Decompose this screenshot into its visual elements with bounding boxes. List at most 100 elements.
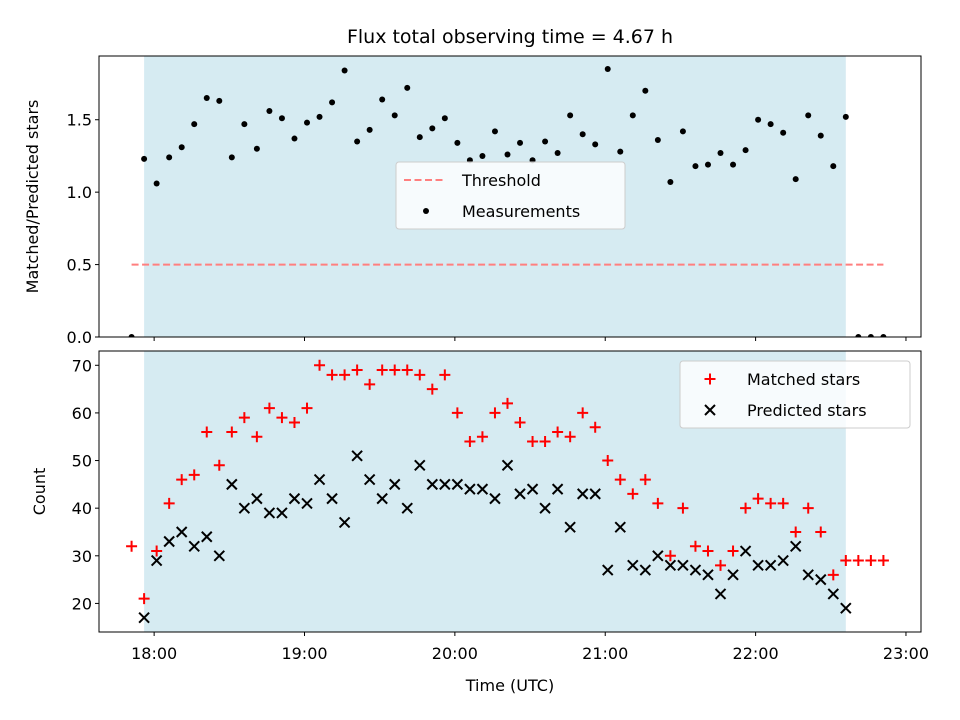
measurement-point <box>692 163 699 170</box>
matched-stars-point <box>276 412 288 424</box>
matched-stars-point <box>664 550 676 562</box>
matched-stars-point <box>702 545 714 557</box>
measurement-point <box>579 131 586 138</box>
measurement-point <box>416 134 423 141</box>
measurement-point <box>805 112 812 119</box>
top-series-measurements <box>128 66 887 337</box>
matched-stars-point <box>314 359 326 371</box>
measurement-point <box>817 132 824 139</box>
legend-measurements-swatch <box>423 208 429 214</box>
bottom-axes-frame <box>98 350 922 633</box>
predicted-stars-point <box>639 564 652 576</box>
measurement-point <box>341 67 348 74</box>
y-tick-label: 50 <box>72 452 92 471</box>
matched-stars-point <box>263 402 275 414</box>
matched-stars-point <box>752 493 764 505</box>
measurement-point <box>491 128 498 135</box>
measurement-point <box>379 96 386 103</box>
y-tick-label: 20 <box>72 594 92 613</box>
matched-stars-point <box>802 502 814 514</box>
predicted-stars-point <box>602 564 614 576</box>
matched-stars-point <box>126 540 138 552</box>
predicted-stars-point <box>677 559 689 572</box>
measurement-point <box>366 126 373 133</box>
matched-stars-point <box>138 593 150 605</box>
measurement-point <box>404 84 411 91</box>
matched-stars-point <box>740 502 752 514</box>
predicted-stars-point <box>627 559 639 572</box>
predicted-stars-point <box>664 559 677 572</box>
matched-stars-point <box>589 421 601 433</box>
matched-stars-point <box>188 469 200 481</box>
measurement-point <box>830 163 837 170</box>
matched-stars-point <box>489 407 501 419</box>
predicted-stars-point <box>714 588 727 600</box>
bottom-plot-area <box>126 359 889 624</box>
bottom-series-predicted-stars <box>138 450 852 624</box>
measurement-point <box>654 137 661 144</box>
y-tick-label: 1.0 <box>67 183 92 202</box>
measurement-point <box>717 150 724 157</box>
predicted-stars-point <box>288 492 301 505</box>
predicted-stars-point <box>338 516 351 529</box>
measurement-point <box>441 115 448 122</box>
flux-ratio-panel: 0.0 0.5 1.0 1.5 Matched/Predicted stars Flux … <box>23 26 922 347</box>
predicted-stars-point <box>301 497 313 510</box>
matched-stars-point <box>689 540 701 552</box>
measurement-point <box>842 113 849 120</box>
measurement-point <box>278 115 285 122</box>
predicted-stars-point <box>263 507 276 519</box>
x-tick-label: 22:00 <box>733 644 779 663</box>
matched-stars-point <box>476 431 488 443</box>
y-tick-label: 40 <box>72 499 92 518</box>
predicted-stars-point <box>539 502 551 514</box>
predicted-stars-point <box>363 473 376 486</box>
measurement-point <box>241 121 248 128</box>
matched-stars-point <box>251 431 263 443</box>
predicted-stars-point <box>501 459 514 472</box>
matched-stars-point <box>151 545 163 557</box>
matched-stars-point <box>564 431 576 443</box>
measurement-point <box>504 151 511 158</box>
measurement-point <box>304 119 311 126</box>
matched-stars-point <box>163 497 175 509</box>
measurement-point <box>730 161 737 168</box>
matched-stars-point <box>439 369 451 381</box>
predicted-stars-point <box>802 569 814 581</box>
predicted-stars-point <box>815 573 827 586</box>
matched-stars-point <box>627 488 639 500</box>
legend-box <box>679 360 911 429</box>
matched-stars-point <box>815 526 827 538</box>
legend-label: Threshold <box>461 171 541 190</box>
x-tick-label: 21:00 <box>582 644 628 663</box>
predicted-stars-point <box>201 531 213 543</box>
predicted-stars-point <box>576 488 589 500</box>
measurement-point <box>567 112 574 119</box>
predicted-stars-point <box>551 483 564 495</box>
predicted-stars-point <box>163 535 175 548</box>
measurement-point <box>153 180 160 187</box>
predicted-stars-point <box>238 502 251 514</box>
star-count-panel: 20 30 40 50 60 70 18:00 19:00 20:00 21:00 22:00 23:… <box>30 350 929 695</box>
matched-stars-point <box>451 407 463 419</box>
measurement-point <box>203 95 210 102</box>
y-tick-label: 0.5 <box>67 256 92 275</box>
predicted-stars-point <box>313 473 326 486</box>
x-tick-label: 18:00 <box>131 644 177 663</box>
legend-predicted-swatch <box>704 404 716 416</box>
measurement-point <box>316 113 323 120</box>
y-tick-label: 70 <box>72 356 92 375</box>
predicted-stars-point <box>451 478 464 491</box>
measurement-point <box>755 116 762 123</box>
predicted-stars-point <box>138 612 150 624</box>
measurement-point <box>855 334 862 337</box>
predicted-stars-point <box>689 564 702 576</box>
matched-stars-point <box>226 426 238 438</box>
predicted-stars-point <box>276 507 288 519</box>
matched-stars-point <box>501 397 513 409</box>
matched-stars-point <box>577 407 589 419</box>
measurement-point <box>604 66 611 73</box>
matched-stars-point <box>176 474 188 486</box>
measurement-point <box>617 148 624 155</box>
predicted-stars-point <box>564 521 576 533</box>
